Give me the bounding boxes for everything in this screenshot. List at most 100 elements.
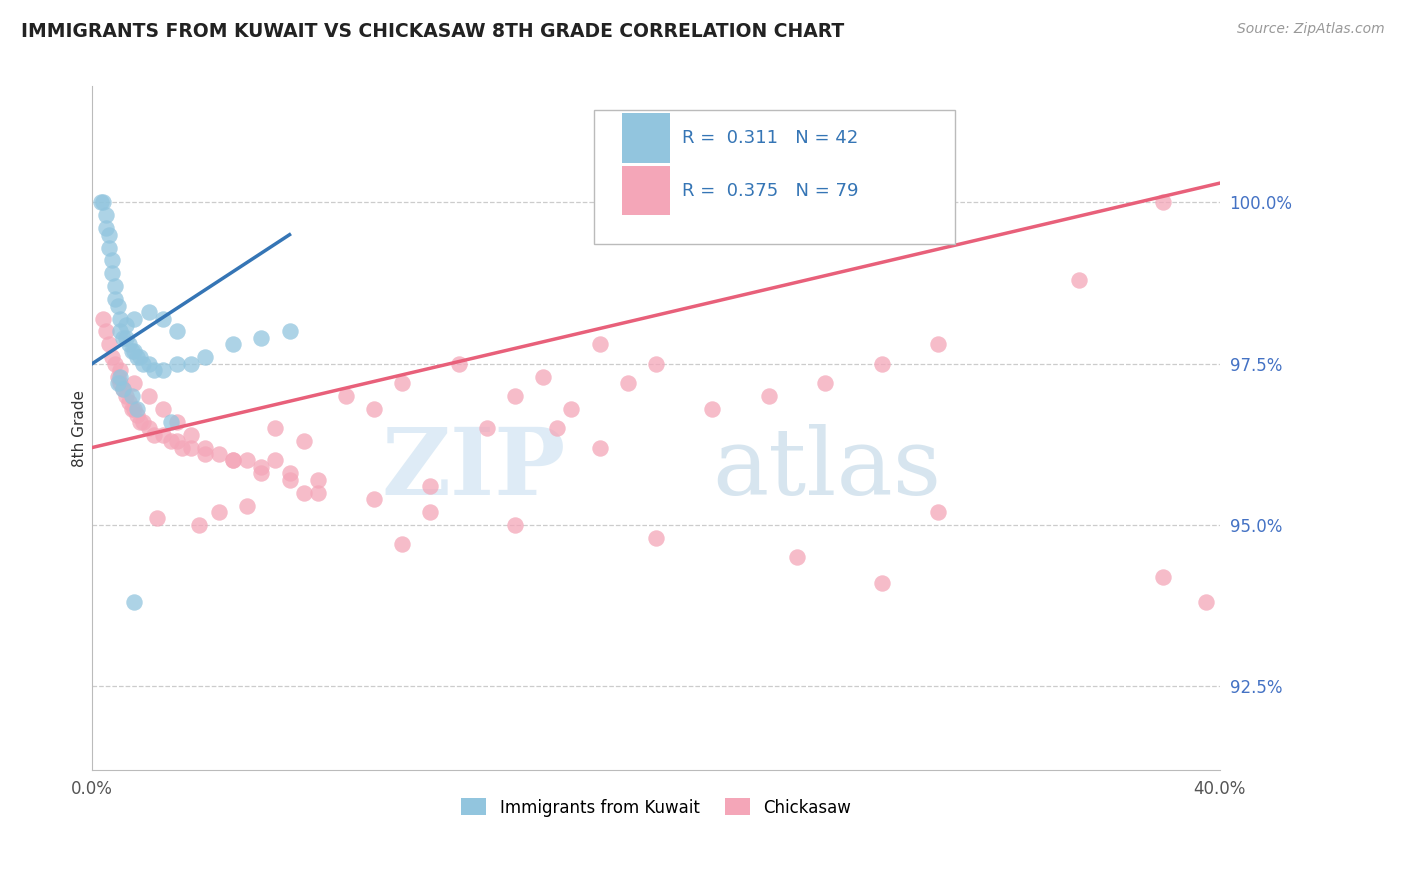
- Point: [104, 357, 127, 371]
- Point: [588, 441, 610, 455]
- Point: [160, 434, 183, 448]
- Point: [1153, 195, 1175, 210]
- Point: [166, 357, 188, 371]
- Point: [129, 415, 152, 429]
- Point: [101, 266, 124, 280]
- Point: [180, 357, 202, 371]
- Point: [124, 595, 146, 609]
- Point: [503, 517, 526, 532]
- Point: [98, 227, 121, 242]
- Point: [278, 473, 301, 487]
- Point: [107, 369, 129, 384]
- Point: [146, 511, 169, 525]
- Text: R =  0.311   N = 42: R = 0.311 N = 42: [682, 129, 858, 147]
- Point: [121, 389, 143, 403]
- Point: [363, 401, 385, 416]
- Point: [90, 195, 112, 210]
- Point: [391, 376, 413, 390]
- Bar: [623, 166, 669, 215]
- Point: [152, 311, 174, 326]
- Point: [110, 363, 132, 377]
- Point: [101, 253, 124, 268]
- Point: [166, 325, 188, 339]
- Point: [758, 389, 780, 403]
- Text: R =  0.375   N = 79: R = 0.375 N = 79: [682, 182, 859, 200]
- Point: [121, 401, 143, 416]
- Point: [222, 453, 245, 467]
- Point: [110, 325, 132, 339]
- Point: [363, 492, 385, 507]
- Point: [107, 376, 129, 390]
- Point: [93, 195, 115, 210]
- Y-axis label: 8th Grade: 8th Grade: [72, 390, 87, 467]
- Point: [96, 221, 118, 235]
- Point: [124, 401, 146, 416]
- Point: [236, 499, 259, 513]
- Point: [292, 485, 315, 500]
- Point: [107, 299, 129, 313]
- Point: [645, 531, 668, 545]
- Point: [124, 376, 146, 390]
- Point: [307, 473, 329, 487]
- Point: [166, 415, 188, 429]
- Point: [93, 311, 115, 326]
- Point: [101, 350, 124, 364]
- Point: [560, 401, 582, 416]
- Text: atlas: atlas: [713, 425, 942, 514]
- Point: [546, 421, 568, 435]
- Point: [124, 311, 146, 326]
- Point: [222, 337, 245, 351]
- Point: [180, 441, 202, 455]
- Point: [152, 363, 174, 377]
- Point: [129, 350, 152, 364]
- Point: [335, 389, 357, 403]
- Legend: Immigrants from Kuwait, Chickasaw: Immigrants from Kuwait, Chickasaw: [454, 792, 858, 823]
- Point: [112, 383, 135, 397]
- Point: [786, 550, 808, 565]
- Point: [98, 337, 121, 351]
- Point: [152, 427, 174, 442]
- Point: [531, 369, 554, 384]
- Point: [927, 337, 949, 351]
- Point: [118, 337, 141, 351]
- Point: [138, 389, 160, 403]
- Point: [104, 279, 127, 293]
- Text: IMMIGRANTS FROM KUWAIT VS CHICKASAW 8TH GRADE CORRELATION CHART: IMMIGRANTS FROM KUWAIT VS CHICKASAW 8TH …: [21, 22, 845, 41]
- Point: [264, 421, 287, 435]
- Point: [208, 505, 231, 519]
- Point: [1195, 595, 1218, 609]
- Point: [208, 447, 231, 461]
- Point: [194, 447, 217, 461]
- Point: [870, 357, 893, 371]
- Point: [503, 389, 526, 403]
- Point: [166, 434, 188, 448]
- Point: [118, 395, 141, 409]
- Point: [278, 325, 301, 339]
- Point: [127, 409, 149, 423]
- Point: [194, 350, 217, 364]
- Point: [1067, 273, 1090, 287]
- Point: [278, 467, 301, 481]
- Point: [617, 376, 640, 390]
- Point: [98, 241, 121, 255]
- Point: [250, 467, 273, 481]
- Point: [870, 576, 893, 591]
- Point: [96, 325, 118, 339]
- Point: [115, 318, 138, 332]
- Point: [1153, 569, 1175, 583]
- Point: [250, 459, 273, 474]
- Point: [110, 369, 132, 384]
- Point: [127, 401, 149, 416]
- Point: [292, 434, 315, 448]
- Text: Source: ZipAtlas.com: Source: ZipAtlas.com: [1237, 22, 1385, 37]
- Point: [110, 311, 132, 326]
- Point: [112, 331, 135, 345]
- Point: [927, 505, 949, 519]
- Point: [143, 363, 166, 377]
- Point: [264, 453, 287, 467]
- Point: [419, 479, 441, 493]
- Point: [138, 421, 160, 435]
- Point: [110, 376, 132, 390]
- FancyBboxPatch shape: [593, 111, 955, 244]
- Point: [180, 427, 202, 442]
